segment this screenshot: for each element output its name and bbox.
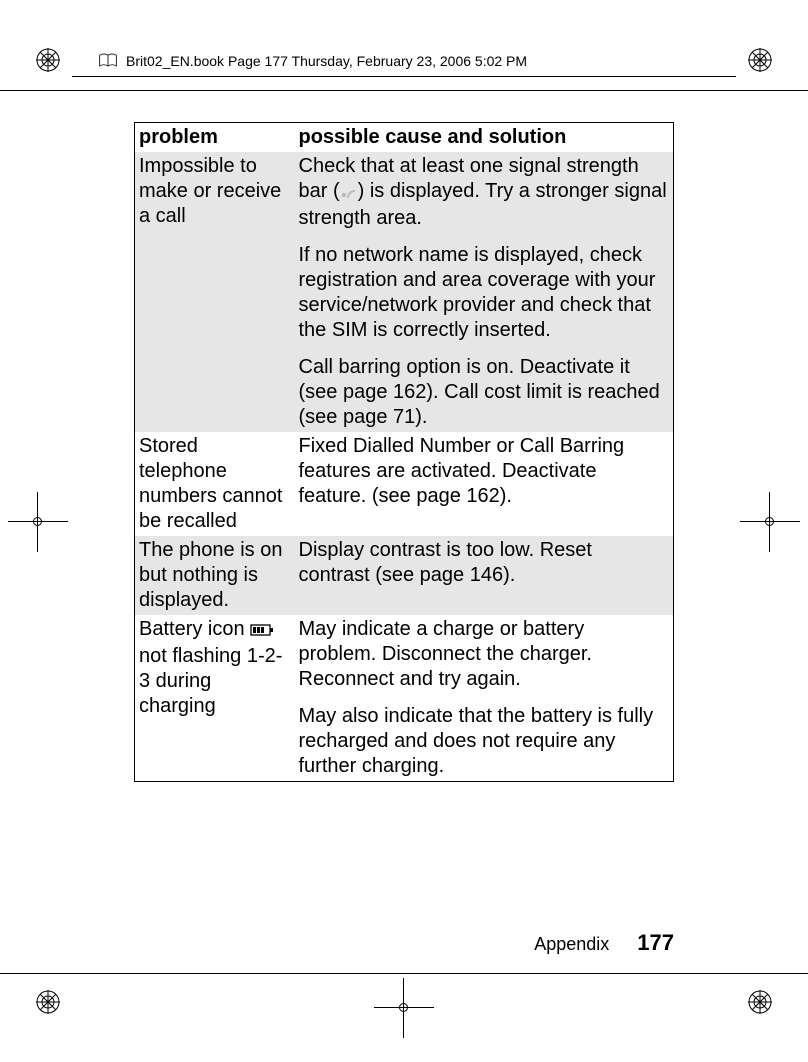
registration-mark-icon: [36, 990, 60, 1014]
page-number: 177: [637, 930, 674, 956]
registration-mark-icon: [36, 48, 60, 72]
book-icon: [98, 52, 118, 70]
problem-cell: Battery icon not flashing 1-2-3 during c…: [135, 615, 295, 782]
problem-cell: Stored telephone numbers cannot be recal…: [135, 432, 295, 536]
page-footer: Appendix 177: [134, 930, 674, 956]
crop-mark-icon: [8, 492, 68, 552]
col-header-solution: possible cause and solution: [295, 123, 674, 153]
col-header-problem: problem: [135, 123, 295, 153]
trim-rule: [0, 90, 808, 91]
page: Brit02_EN.book Page 177 Thursday, Februa…: [0, 0, 808, 1062]
registration-mark-icon: [748, 990, 772, 1014]
solution-cell: Display contrast is too low. Reset contr…: [295, 536, 674, 615]
registration-mark-icon: [748, 48, 772, 72]
solution-text: May also indicate that the battery is fu…: [299, 704, 668, 779]
table-row: Stored telephone numbers cannot be recal…: [135, 432, 674, 536]
crop-mark-icon: [374, 978, 434, 1038]
solution-cell: May indicate a charge or battery problem…: [295, 615, 674, 782]
table-row: The phone is on but nothing is displayed…: [135, 536, 674, 615]
solution-cell: Check that at least one signal strength …: [295, 152, 674, 432]
solution-text: May indicate a charge or battery problem…: [299, 617, 668, 692]
solution-cell: Fixed Dialled Number or Call Barring fea…: [295, 432, 674, 536]
troubleshooting-table: problem possible cause and solution Impo…: [134, 122, 674, 782]
solution-text: If no network name is displayed, check r…: [299, 243, 668, 343]
battery-icon: [250, 619, 274, 644]
solution-text: Call barring option is on. Deactivate it…: [299, 355, 668, 430]
table-row: Battery icon not flashing 1-2-3 during c…: [135, 615, 674, 782]
crop-mark-icon: [740, 492, 800, 552]
running-header-rule: [72, 76, 736, 77]
running-header-text: Brit02_EN.book Page 177 Thursday, Februa…: [126, 53, 527, 69]
solution-text: Check that at least one signal strength …: [299, 154, 668, 231]
section-label: Appendix: [534, 934, 609, 955]
table-row: Impossible to make or receive a call Che…: [135, 152, 674, 432]
content-area: problem possible cause and solution Impo…: [134, 122, 674, 782]
signal-strength-icon: [340, 181, 358, 206]
problem-cell: Impossible to make or receive a call: [135, 152, 295, 432]
table-header-row: problem possible cause and solution: [135, 123, 674, 153]
trim-rule: [0, 973, 808, 974]
problem-cell: The phone is on but nothing is displayed…: [135, 536, 295, 615]
running-header: Brit02_EN.book Page 177 Thursday, Februa…: [98, 52, 710, 70]
